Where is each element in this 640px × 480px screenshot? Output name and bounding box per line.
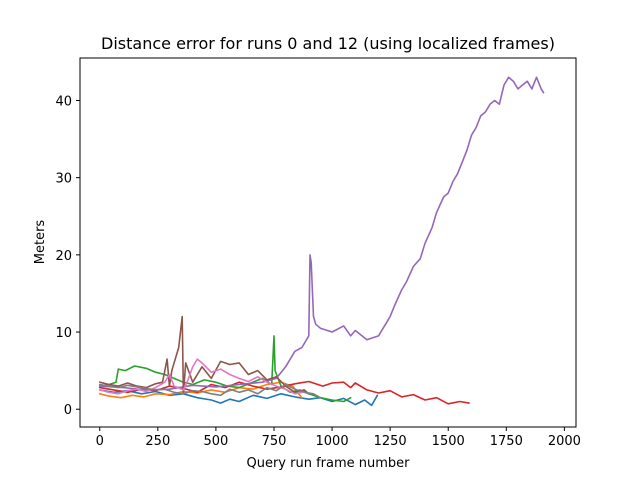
y-axis: 0 10 20 30 40 — [55, 94, 80, 418]
x-tick-label: 1750 — [490, 434, 523, 449]
x-tick-label: 2000 — [548, 434, 581, 449]
y-tick-label: 40 — [55, 94, 72, 109]
plot-area — [98, 76, 545, 407]
x-tick-label: 1250 — [374, 434, 407, 449]
y-tick-label: 20 — [55, 249, 72, 264]
series-line-4 — [98, 76, 545, 391]
y-tick-label: 30 — [55, 172, 72, 187]
chart-title: Distance error for runs 0 and 12 (using … — [101, 34, 555, 53]
x-tick-label: 1000 — [316, 434, 349, 449]
y-axis-label: Meters — [33, 220, 48, 265]
x-tick-label: 250 — [145, 434, 170, 449]
x-axis: 0 250 500 750 1000 1250 1500 1750 2000 — [96, 427, 581, 449]
y-tick-label: 10 — [55, 326, 72, 341]
series-line-0 — [98, 389, 379, 407]
series-line-6 — [98, 358, 303, 395]
x-tick-label: 750 — [262, 434, 287, 449]
x-tick-label: 0 — [96, 434, 104, 449]
x-axis-label: Query run frame number — [246, 456, 410, 471]
y-tick-label: 0 — [64, 403, 72, 418]
x-tick-label: 500 — [203, 434, 228, 449]
series-line-7 — [98, 383, 322, 399]
plot-frame — [79, 57, 577, 428]
x-tick-label: 1500 — [432, 434, 465, 449]
